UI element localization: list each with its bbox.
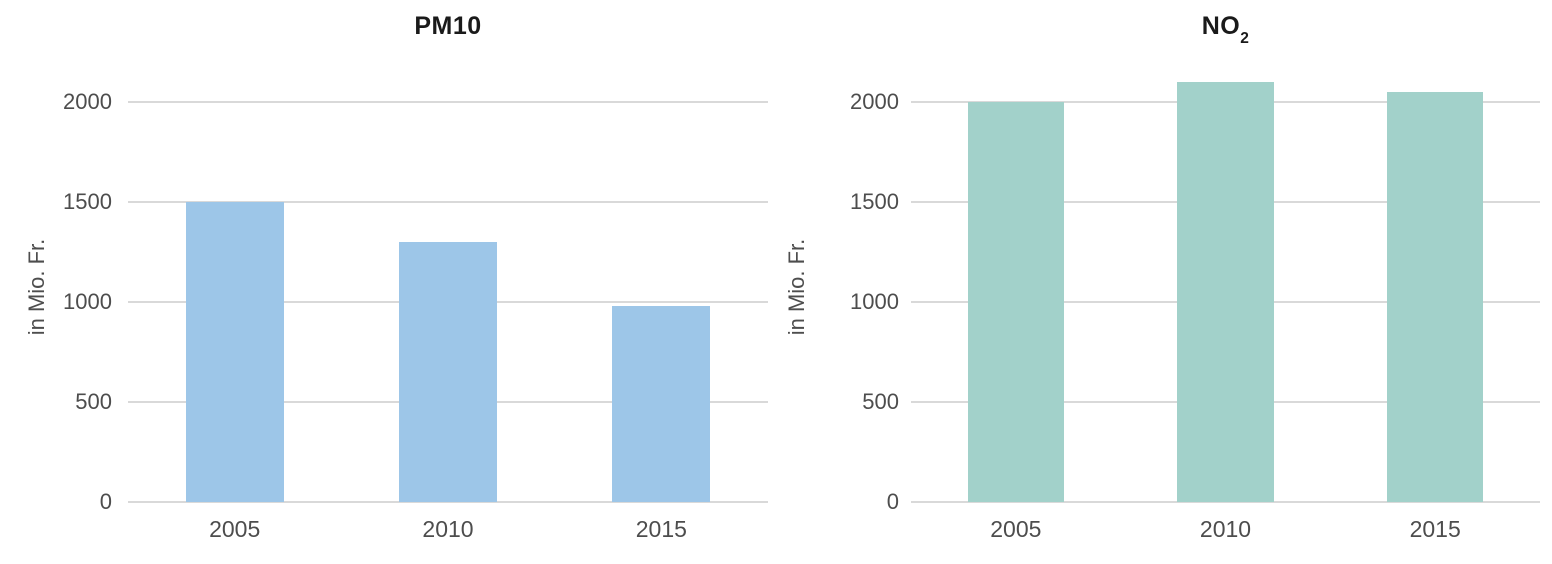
y-axis-tick-labels: 0 500 1000 1500 2000 (0, 72, 112, 514)
x-tick-label: 2005 (209, 516, 261, 542)
x-tick-label: 2005 (990, 516, 1042, 542)
bar-2005 (967, 102, 1065, 502)
bar-2015 (1386, 92, 1484, 502)
chart-title-subscript: 2 (1240, 29, 1250, 47)
x-tick-label: 2010 (422, 516, 474, 542)
y-tick-label: 500 (75, 389, 112, 414)
bar-2010 (398, 242, 498, 502)
bar-series (128, 72, 768, 502)
gridline (128, 201, 768, 203)
bar-2015 (612, 306, 711, 502)
x-axis-tick-labels: 2005 2010 2015 (128, 516, 768, 548)
chart-title-text: PM10 (414, 12, 482, 40)
y-tick-label: 1500 (850, 189, 899, 214)
y-tick-label: 2000 (63, 89, 112, 114)
x-tick-label: 2015 (1409, 516, 1461, 542)
y-tick-label: 1000 (63, 289, 112, 314)
chart-title-text: NO (1201, 12, 1241, 40)
y-tick-label: 0 (99, 489, 112, 514)
x-tick-label: 2015 (635, 516, 687, 542)
y-tick-label: 0 (886, 489, 899, 514)
y-tick-label: 500 (862, 389, 899, 414)
x-tick-label: 2010 (1199, 516, 1252, 542)
gridline (911, 501, 1540, 503)
chart-title: NO2 (911, 12, 1540, 47)
y-tick-label: 1500 (63, 189, 112, 214)
chart-title: PM10 (128, 12, 768, 45)
plot-area (128, 72, 768, 503)
bar-series (911, 72, 1540, 502)
bar-2005 (185, 202, 284, 502)
x-axis-tick-labels: 2005 2010 2015 (911, 516, 1540, 548)
y-axis-tick-labels: 0 500 1000 1500 2000 (787, 72, 899, 514)
y-tick-label: 1000 (850, 289, 899, 314)
bar-2010 (1177, 82, 1274, 502)
gridline (128, 501, 768, 503)
plot-area (911, 72, 1540, 503)
gridline (128, 101, 768, 103)
y-tick-label: 2000 (850, 89, 899, 114)
